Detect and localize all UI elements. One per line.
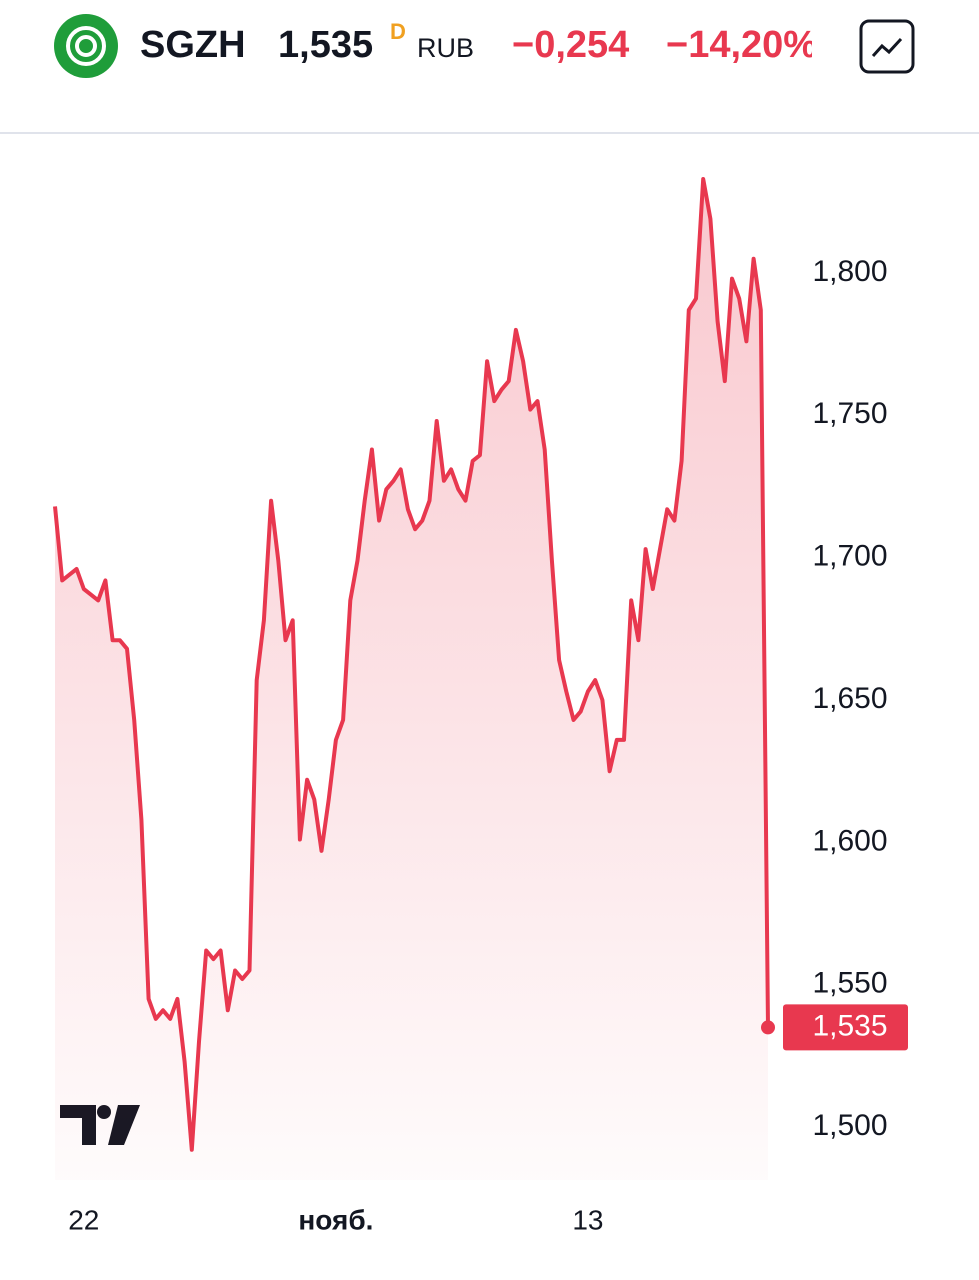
y-tick-label: 1,750 [812, 397, 887, 430]
line [53, 177, 770, 1152]
y-tick-label: 1,600 [812, 824, 887, 857]
y-tick-label: 1,800 [812, 255, 887, 288]
x-tick-label: 22 [68, 1204, 99, 1235]
logo [54, 14, 118, 78]
change-percent: −14,20% [666, 24, 817, 66]
area [55, 179, 768, 1180]
y-tick-label: 1,550 [812, 967, 887, 1000]
chart-button[interactable] [859, 19, 915, 74]
price: 1,535 [278, 24, 373, 66]
y-tick-label: 1,650 [812, 682, 887, 715]
ticker: SGZH [140, 24, 246, 66]
y-tick-label: 1,500 [812, 1109, 887, 1142]
value-label: 1,535 [812, 1009, 887, 1042]
change: −0,254 [512, 24, 629, 66]
x-tick-label: 13 [572, 1204, 603, 1235]
currency: RUB [417, 33, 474, 63]
x-tick-label: нояб. [298, 1204, 373, 1235]
price-tag [783, 1004, 908, 1051]
y-tick-label: 1,700 [812, 540, 887, 573]
last-point [761, 1020, 775, 1035]
flag: D [390, 19, 406, 44]
